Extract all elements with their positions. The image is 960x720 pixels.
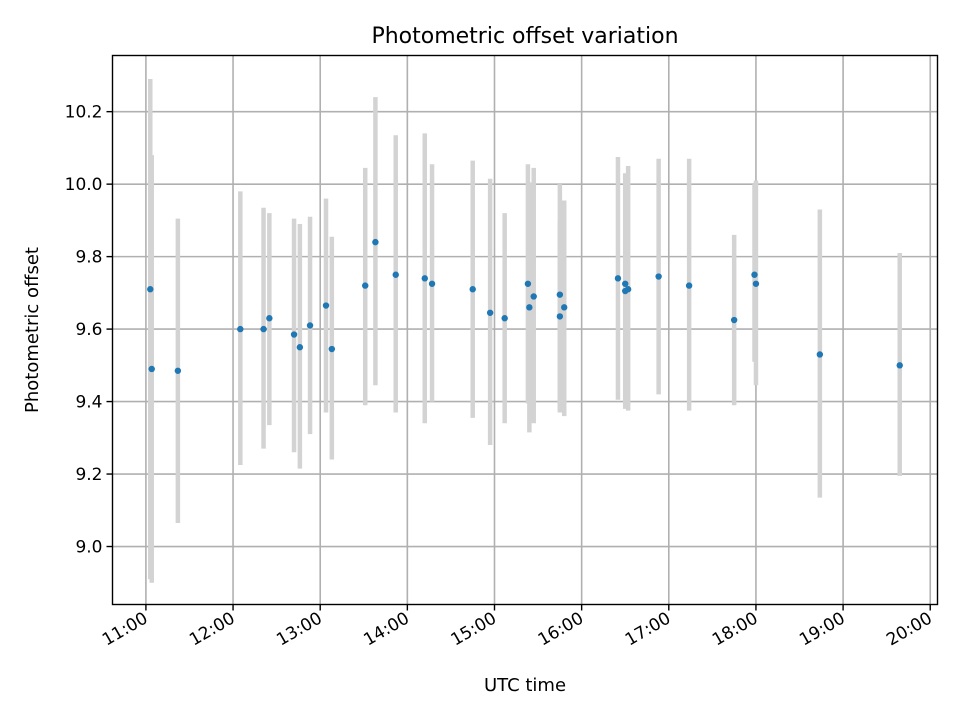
data-point xyxy=(421,275,428,282)
y-tick-label: 9.4 xyxy=(75,393,102,413)
y-tick-label: 9.0 xyxy=(75,538,102,558)
data-point xyxy=(896,362,903,369)
plot-frame xyxy=(111,54,939,606)
data-point xyxy=(556,313,564,320)
data-point xyxy=(486,309,494,316)
data-point xyxy=(174,367,182,374)
data-point xyxy=(260,325,267,333)
data-point xyxy=(147,286,154,293)
x-axis-label: UTC time xyxy=(484,675,566,696)
data-point xyxy=(362,282,369,289)
data-point xyxy=(290,331,298,338)
data-point xyxy=(237,325,244,333)
data-point xyxy=(752,280,760,287)
data-point xyxy=(524,280,532,287)
data-points xyxy=(147,238,903,374)
y-tick-label: 10.2 xyxy=(65,103,103,123)
data-point xyxy=(392,271,399,278)
data-point xyxy=(530,293,537,300)
y-axis-label: Photometric offset xyxy=(22,247,43,413)
data-point xyxy=(266,315,273,322)
data-point xyxy=(816,351,824,358)
data-point xyxy=(526,304,533,311)
data-point xyxy=(622,280,629,287)
data-point xyxy=(428,280,436,287)
data-point xyxy=(501,315,508,322)
data-point xyxy=(730,316,738,324)
data-point xyxy=(751,271,758,278)
y-tick-label: 10.0 xyxy=(65,175,103,195)
data-point xyxy=(372,238,379,246)
data-point xyxy=(561,304,568,311)
data-point xyxy=(624,286,632,293)
chart-title: Photometric offset variation xyxy=(371,24,678,49)
data-point xyxy=(148,365,155,373)
data-point xyxy=(469,286,476,293)
data-point xyxy=(296,344,304,351)
y-axis-ticks: 9.0 9.2 9.4 9.6 9.8 10.0 10.2 xyxy=(65,103,113,558)
y-tick-label: 9.6 xyxy=(75,320,102,340)
data-point xyxy=(685,282,693,289)
data-point xyxy=(328,345,336,353)
y-tick-label: 9.8 xyxy=(75,248,102,268)
data-point xyxy=(556,291,564,298)
y-tick-label: 9.2 xyxy=(75,465,102,485)
data-point xyxy=(306,322,314,329)
data-point xyxy=(614,275,622,282)
data-point xyxy=(655,273,662,280)
data-point xyxy=(322,302,330,309)
grid xyxy=(112,55,938,605)
